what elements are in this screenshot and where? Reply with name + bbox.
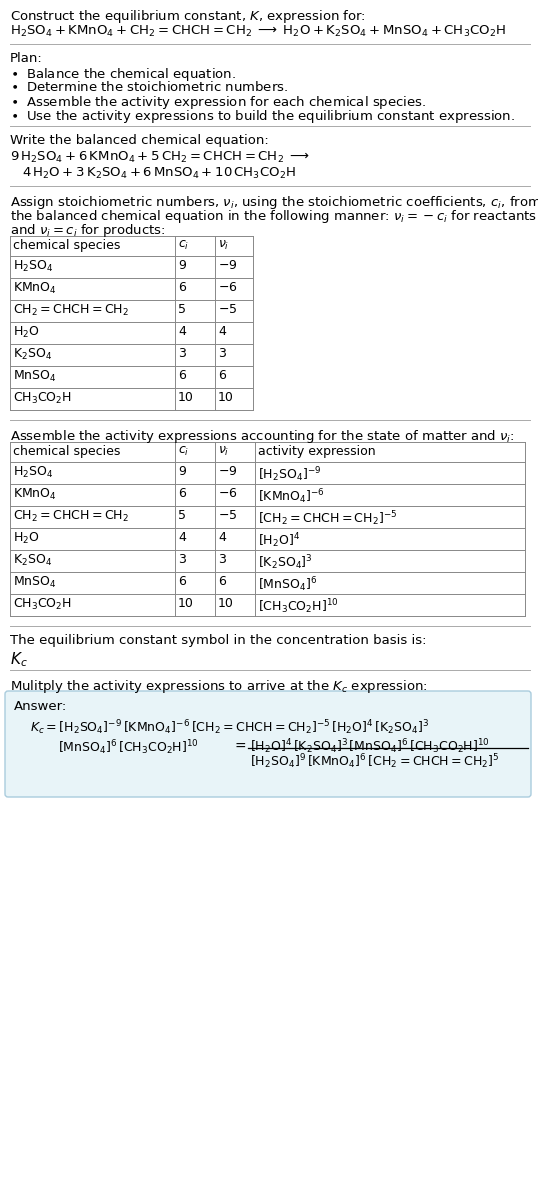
Text: chemical species: chemical species xyxy=(13,239,121,252)
Text: $-5$: $-5$ xyxy=(218,304,237,315)
Text: $\mathrm{CH_3CO_2H}$: $\mathrm{CH_3CO_2H}$ xyxy=(13,598,72,612)
Text: $-5$: $-5$ xyxy=(218,509,237,522)
Text: The equilibrium constant symbol in the concentration basis is:: The equilibrium constant symbol in the c… xyxy=(10,635,427,646)
Text: 10: 10 xyxy=(218,598,234,609)
Text: Plan:: Plan: xyxy=(10,53,43,65)
Text: 3: 3 xyxy=(178,553,186,566)
Text: $\nu_i$: $\nu_i$ xyxy=(218,445,229,458)
Text: $c_i$: $c_i$ xyxy=(178,239,189,252)
Text: $\mathrm{CH_3CO_2H}$: $\mathrm{CH_3CO_2H}$ xyxy=(13,391,72,406)
Text: $[\mathrm{H_2SO_4}]^{9}\,[\mathrm{KMnO_4}]^{6}\,[\mathrm{CH_2{=}CHCH{=}CH_2}]^{5: $[\mathrm{H_2SO_4}]^{9}\,[\mathrm{KMnO_4… xyxy=(250,752,500,771)
Text: 6: 6 xyxy=(178,369,186,382)
Text: the balanced chemical equation in the following manner: $\nu_i = -c_i$ for react: the balanced chemical equation in the fo… xyxy=(10,208,537,225)
Text: 3: 3 xyxy=(178,347,186,360)
Text: $\mathrm{H_2SO_4}$: $\mathrm{H_2SO_4}$ xyxy=(13,259,53,274)
Text: 5: 5 xyxy=(178,304,186,315)
Text: $\bullet\;$ Balance the chemical equation.: $\bullet\;$ Balance the chemical equatio… xyxy=(10,66,236,82)
Text: $\mathrm{K_2SO_4}$: $\mathrm{K_2SO_4}$ xyxy=(13,553,52,568)
Text: $[\mathrm{CH_2{=}CHCH{=}CH_2}]^{-5}$: $[\mathrm{CH_2{=}CHCH{=}CH_2}]^{-5}$ xyxy=(258,509,397,528)
Text: $\nu_i$: $\nu_i$ xyxy=(218,239,229,252)
Text: $[\mathrm{H_2O}]^{4}$: $[\mathrm{H_2O}]^{4}$ xyxy=(258,531,300,550)
Text: 4: 4 xyxy=(218,325,226,338)
Text: $[\mathrm{H_2O}]^{4}\,[\mathrm{K_2SO_4}]^{3}\,[\mathrm{MnSO_4}]^{6}\,[\mathrm{CH: $[\mathrm{H_2O}]^{4}\,[\mathrm{K_2SO_4}]… xyxy=(250,737,490,755)
Text: $[\mathrm{K_2SO_4}]^{3}$: $[\mathrm{K_2SO_4}]^{3}$ xyxy=(258,553,313,571)
Text: $[\mathrm{KMnO_4}]^{-6}$: $[\mathrm{KMnO_4}]^{-6}$ xyxy=(258,488,325,505)
Text: 3: 3 xyxy=(218,553,226,566)
Text: $\mathrm{H_2SO_4 + KMnO_4 + CH_2{=}CHCH{=}CH_2}$$\mathrm{\;\longrightarrow\; H_2: $\mathrm{H_2SO_4 + KMnO_4 + CH_2{=}CHCH{… xyxy=(10,24,506,39)
Text: $-9$: $-9$ xyxy=(218,259,237,272)
Text: 5: 5 xyxy=(178,509,186,522)
Text: activity expression: activity expression xyxy=(258,445,376,458)
Text: $\mathrm{CH_2{=}CHCH{=}CH_2}$: $\mathrm{CH_2{=}CHCH{=}CH_2}$ xyxy=(13,304,129,318)
Text: $[\mathrm{H_2SO_4}]^{-9}$: $[\mathrm{H_2SO_4}]^{-9}$ xyxy=(258,465,321,484)
Text: $\mathrm{CH_2{=}CHCH{=}CH_2}$: $\mathrm{CH_2{=}CHCH{=}CH_2}$ xyxy=(13,509,129,525)
Text: $c_i$: $c_i$ xyxy=(178,445,189,458)
Text: 4: 4 xyxy=(178,325,186,338)
Text: $\mathrm{H_2O}$: $\mathrm{H_2O}$ xyxy=(13,531,40,546)
Text: chemical species: chemical species xyxy=(13,445,121,458)
Text: $\mathrm{MnSO_4}$: $\mathrm{MnSO_4}$ xyxy=(13,575,56,590)
Text: $K_c = [\mathrm{H_2SO_4}]^{-9}\,[\mathrm{KMnO_4}]^{-6}\,[\mathrm{CH_2{=}CHCH{=}C: $K_c = [\mathrm{H_2SO_4}]^{-9}\,[\mathrm… xyxy=(30,718,429,736)
Text: Construct the equilibrium constant, $K$, expression for:: Construct the equilibrium constant, $K$,… xyxy=(10,8,366,25)
Text: 4: 4 xyxy=(178,531,186,544)
Text: $\mathrm{KMnO_4}$: $\mathrm{KMnO_4}$ xyxy=(13,281,57,296)
Text: $4\,\mathrm{H_2O} + 3\,\mathrm{K_2SO_4} + 6\,\mathrm{MnSO_4} + 10\,\mathrm{CH_3C: $4\,\mathrm{H_2O} + 3\,\mathrm{K_2SO_4} … xyxy=(22,166,296,182)
FancyBboxPatch shape xyxy=(5,691,531,797)
Text: 10: 10 xyxy=(218,391,234,404)
Text: $[\mathrm{MnSO_4}]^{6}\,[\mathrm{CH_3CO_2H}]^{10}$: $[\mathrm{MnSO_4}]^{6}\,[\mathrm{CH_3CO_… xyxy=(58,739,199,756)
Text: 6: 6 xyxy=(178,281,186,294)
Text: Write the balanced chemical equation:: Write the balanced chemical equation: xyxy=(10,134,269,147)
Text: 6: 6 xyxy=(218,369,226,382)
Text: 4: 4 xyxy=(218,531,226,544)
Text: $-6$: $-6$ xyxy=(218,488,238,500)
Text: $\mathrm{H_2SO_4}$: $\mathrm{H_2SO_4}$ xyxy=(13,465,53,480)
Text: Mulitply the activity expressions to arrive at the $K_c$ expression:: Mulitply the activity expressions to arr… xyxy=(10,678,428,695)
Text: Answer:: Answer: xyxy=(14,700,67,713)
Text: 10: 10 xyxy=(178,598,194,609)
Text: $\mathrm{KMnO_4}$: $\mathrm{KMnO_4}$ xyxy=(13,488,57,502)
Text: $=$: $=$ xyxy=(232,739,247,752)
Text: 6: 6 xyxy=(178,488,186,500)
Text: $-9$: $-9$ xyxy=(218,465,237,478)
Text: Assign stoichiometric numbers, $\nu_i$, using the stoichiometric coefficients, $: Assign stoichiometric numbers, $\nu_i$, … xyxy=(10,194,538,212)
Text: and $\nu_i = c_i$ for products:: and $\nu_i = c_i$ for products: xyxy=(10,222,166,239)
Text: $K_c$: $K_c$ xyxy=(10,650,27,669)
Text: Assemble the activity expressions accounting for the state of matter and $\nu_i$: Assemble the activity expressions accoun… xyxy=(10,428,515,445)
Text: $\mathrm{H_2O}$: $\mathrm{H_2O}$ xyxy=(13,325,40,341)
Text: 9: 9 xyxy=(178,465,186,478)
Text: $\bullet\;$ Determine the stoichiometric numbers.: $\bullet\;$ Determine the stoichiometric… xyxy=(10,80,288,94)
Text: 6: 6 xyxy=(178,575,186,588)
Text: 10: 10 xyxy=(178,391,194,404)
Text: $\mathrm{K_2SO_4}$: $\mathrm{K_2SO_4}$ xyxy=(13,347,52,362)
Text: $-6$: $-6$ xyxy=(218,281,238,294)
Text: 9: 9 xyxy=(178,259,186,272)
Text: $[\mathrm{MnSO_4}]^{6}$: $[\mathrm{MnSO_4}]^{6}$ xyxy=(258,575,317,594)
Text: 3: 3 xyxy=(218,347,226,360)
Text: $[\mathrm{CH_3CO_2H}]^{10}$: $[\mathrm{CH_3CO_2H}]^{10}$ xyxy=(258,598,338,615)
Text: $\bullet\;$ Assemble the activity expression for each chemical species.: $\bullet\;$ Assemble the activity expres… xyxy=(10,94,426,111)
Text: $\mathrm{MnSO_4}$: $\mathrm{MnSO_4}$ xyxy=(13,369,56,384)
Text: $\bullet\;$ Use the activity expressions to build the equilibrium constant expre: $\bullet\;$ Use the activity expressions… xyxy=(10,108,515,125)
Text: $9\,\mathrm{H_2SO_4} + 6\,\mathrm{KMnO_4} + 5\,\mathrm{CH_2{=}CHCH{=}CH_2}\;\lon: $9\,\mathrm{H_2SO_4} + 6\,\mathrm{KMnO_4… xyxy=(10,151,310,165)
Text: 6: 6 xyxy=(218,575,226,588)
